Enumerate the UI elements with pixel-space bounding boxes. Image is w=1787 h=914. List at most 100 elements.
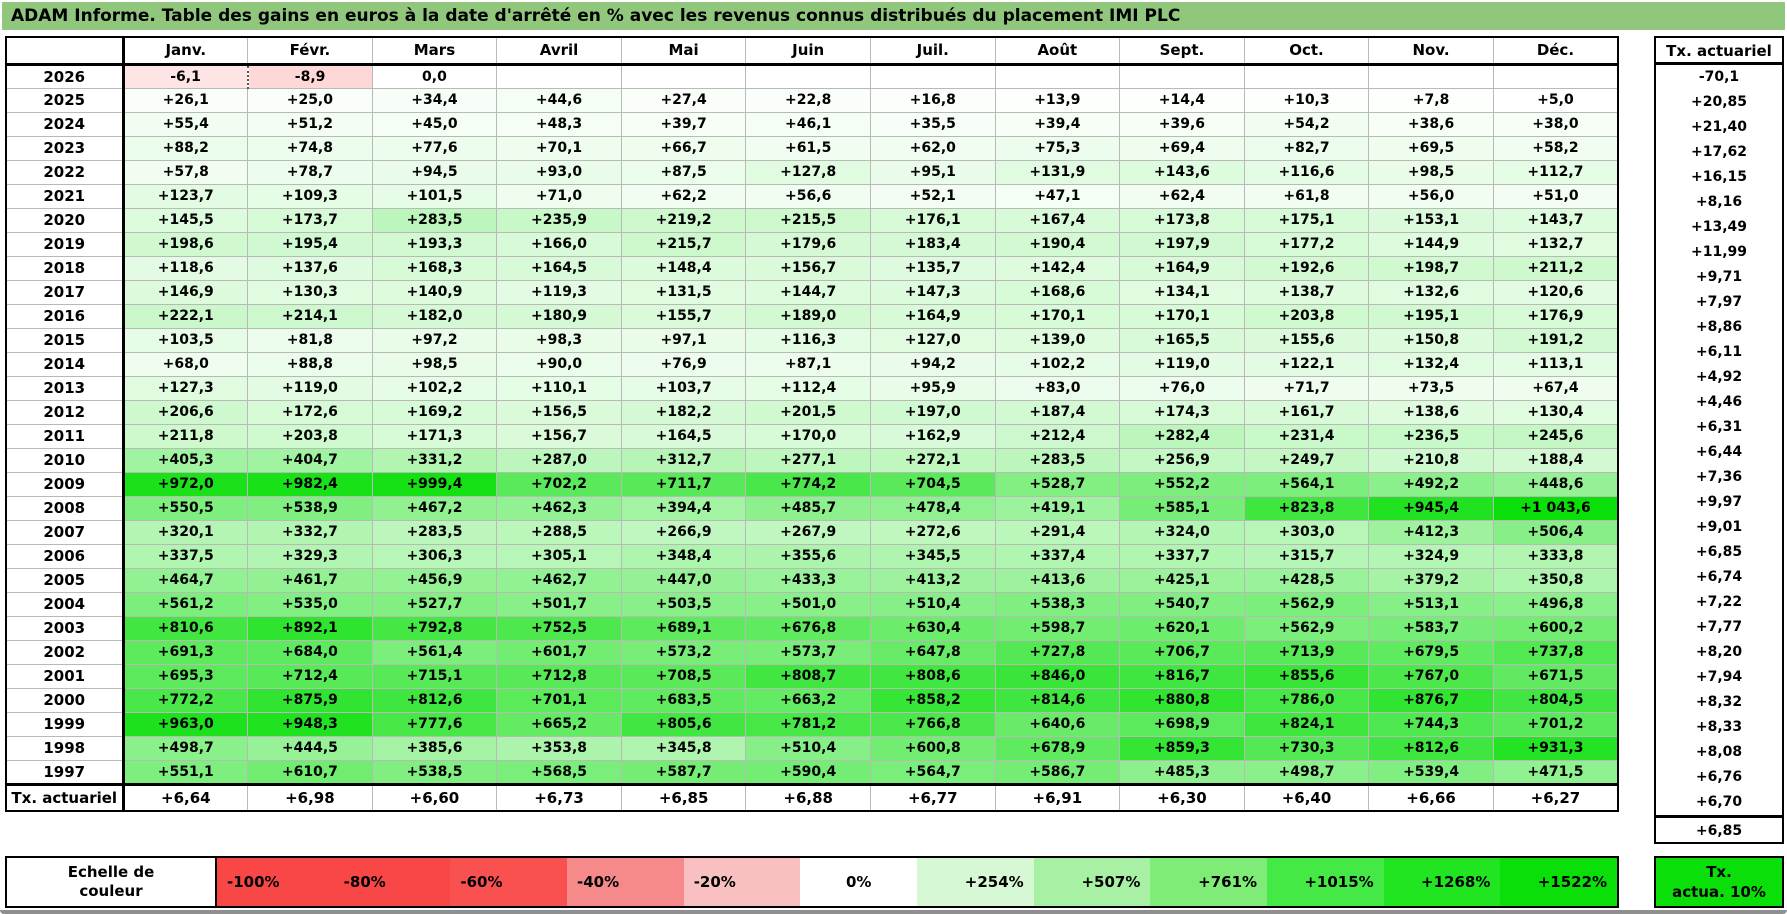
year-label: 2003 [6, 615, 125, 640]
footer-rate-cell: +6,30 [1119, 782, 1245, 811]
tx-value: +6,70 [1695, 794, 1743, 810]
month-header: Janv. [122, 37, 248, 66]
tx-value: +9,01 [1695, 519, 1743, 535]
gain-cell: +39,4 [994, 111, 1120, 136]
gain-cell: +173,7 [247, 207, 373, 232]
gain-cell: +93,0 [496, 159, 622, 184]
gain-cell: +116,3 [745, 327, 871, 352]
gain-cell: +22,8 [745, 87, 871, 112]
month-header: Sept. [1119, 37, 1245, 66]
gain-cell: +190,4 [994, 231, 1120, 256]
gain-cell: +562,9 [1243, 591, 1369, 616]
gain-cell [994, 63, 1120, 88]
gain-cell: +859,3 [1119, 735, 1245, 760]
gain-cell: +16,8 [869, 87, 996, 112]
tx-value: +7,94 [1695, 669, 1743, 685]
year-row-2026: 2026 -6,1 -8,9 0,0 [6, 63, 1618, 88]
gain-cell: +195,1 [1368, 303, 1494, 328]
gain-cell: +691,3 [122, 639, 248, 664]
gain-cell: +249,7 [1243, 447, 1369, 472]
gain-cell: +197,9 [1119, 231, 1245, 256]
footer-rate-cell: +6,91 [994, 782, 1120, 811]
gain-cell [869, 63, 996, 88]
year-label: 2014 [6, 351, 125, 376]
gain-cell: +587,7 [620, 759, 746, 784]
gain-cell: +444,5 [247, 735, 373, 760]
gain-cell: -6,1 [122, 63, 249, 88]
gain-cell: +203,8 [1243, 303, 1369, 328]
gain-cell: +211,8 [122, 423, 248, 448]
gain-cell: +147,3 [869, 279, 996, 304]
gain-cell: +122,1 [1243, 351, 1369, 376]
gain-cell: +88,8 [247, 351, 373, 376]
gain-cell: +814,6 [994, 687, 1120, 712]
tx-value: +6,44 [1695, 444, 1743, 460]
gain-cell: +812,6 [371, 687, 497, 712]
gain-cell: +538,3 [994, 591, 1120, 616]
gain-cell: +203,8 [247, 423, 373, 448]
year-label: 2011 [6, 423, 125, 448]
year-label: 2019 [6, 231, 125, 256]
gain-cell: +179,6 [745, 231, 871, 256]
gain-cell: +143,6 [1119, 159, 1245, 184]
actuarial-rate-row: Tx. actuariel +6,64 +6,98 +6,60 +6,73 +6,85 +… [6, 782, 1618, 811]
footer-rate-cell: +6,85 [620, 782, 746, 811]
legend-scale-cell: -40% [567, 858, 684, 906]
gain-cell: +552,2 [1119, 471, 1245, 496]
year-label: 2015 [6, 327, 125, 352]
gain-cell: +38,0 [1492, 111, 1618, 136]
gain-cell: +87,1 [745, 351, 871, 376]
year-row-2022: 2022 +57,8 +78,7 +94,5 +93,0 +87,5 +127,8 +95,1… [6, 159, 1618, 184]
gain-cell: +506,4 [1492, 519, 1618, 544]
gain-cell: +337,5 [122, 543, 248, 568]
gain-cell [1368, 63, 1494, 88]
gain-cell: +98,5 [1368, 159, 1494, 184]
gain-cell: +211,2 [1492, 255, 1618, 280]
gain-cell: +501,0 [745, 591, 871, 616]
gain-cell: +711,7 [620, 471, 746, 496]
gain-cell: +94,5 [371, 159, 497, 184]
legend-label-line2: couleur [79, 882, 143, 900]
gain-cell: +155,7 [620, 303, 746, 328]
gain-cell: +880,8 [1119, 687, 1245, 712]
gain-cell: +61,5 [745, 135, 871, 160]
gain-cell: +585,1 [1119, 495, 1245, 520]
gain-cell: +501,7 [496, 591, 622, 616]
month-header: Févr. [247, 37, 373, 66]
gain-cell: +288,5 [496, 519, 622, 544]
gain-cell: +256,9 [1119, 447, 1245, 472]
gain-cell: +162,9 [869, 423, 996, 448]
gain-cell: +701,1 [496, 687, 622, 712]
gain-cell: +112,4 [745, 375, 871, 400]
gain-cell: +82,7 [1243, 135, 1369, 160]
gain-cell: +713,9 [1243, 639, 1369, 664]
gain-cell: +131,9 [994, 159, 1120, 184]
gain-cell: +156,7 [496, 423, 622, 448]
gain-cell: +156,5 [496, 399, 622, 424]
month-header: Mars [371, 37, 497, 66]
year-row-2000: 2000 +772,2 +875,9 +812,6 +701,1 +683,5 +663,2… [6, 687, 1618, 712]
month-header: Juil. [869, 37, 996, 66]
tx-value: +21,40 [1690, 119, 1747, 135]
gain-cell: +182,2 [620, 399, 746, 424]
gain-cell: +46,1 [745, 111, 871, 136]
year-row-2021: 2021 +123,7 +109,3 +101,5 +71,0 +62,2 +56,6 +52… [6, 183, 1618, 208]
year-label: 2026 [6, 63, 125, 88]
tx-value: +8,33 [1695, 719, 1743, 735]
gain-cell: +727,8 [994, 639, 1120, 664]
gain-cell: +78,7 [247, 159, 373, 184]
gain-cell: +528,7 [994, 471, 1120, 496]
gain-cell: +379,2 [1368, 567, 1494, 592]
year-row-2023: 2023 +88,2 +74,8 +77,6 +70,1 +66,7 +61,5 +62,0 +… [6, 135, 1618, 160]
gain-cell: +81,8 [247, 327, 373, 352]
year-label: 2018 [6, 255, 125, 280]
tx-value: +7,97 [1695, 294, 1743, 310]
gain-cell: +564,7 [869, 759, 996, 784]
month-header: Août [994, 37, 1120, 66]
gain-cell: +182,0 [371, 303, 497, 328]
tx-value: +11,99 [1690, 244, 1747, 260]
year-label: 1997 [6, 759, 125, 784]
gain-cell: +109,3 [247, 183, 373, 208]
gain-cell: +283,5 [371, 519, 497, 544]
gain-cell: +56,0 [1368, 183, 1494, 208]
